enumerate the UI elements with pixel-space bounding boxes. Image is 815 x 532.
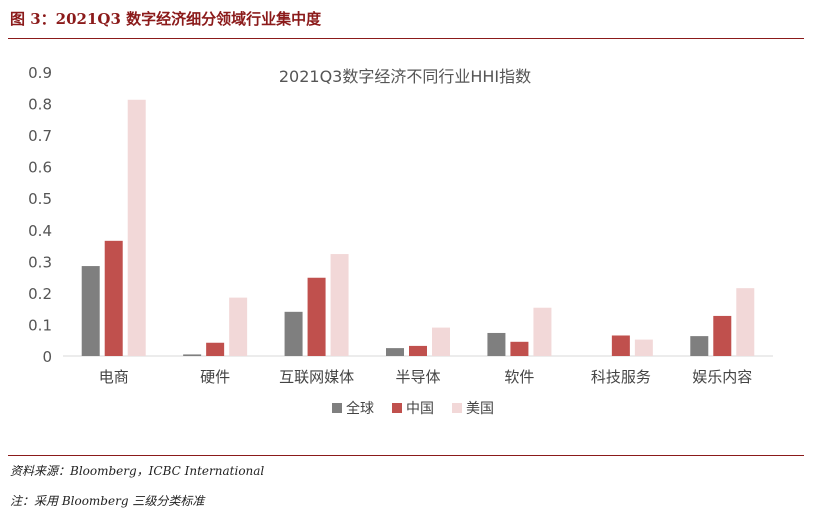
y-tick-label: 0.1	[28, 316, 52, 334]
bar-chart: 2021Q3数字经济不同行业HHI指数 00.10.20.30.40.50.60…	[28, 64, 773, 417]
legend-swatch-美国	[452, 403, 462, 413]
bar-中国-硬件	[206, 342, 225, 356]
note-text: 注：采用 Bloomberg 三级分类标准	[10, 494, 205, 508]
y-tick-label: 0.6	[28, 159, 52, 177]
bar-中国-娱乐内容	[713, 315, 732, 356]
legend-swatch-全球	[332, 403, 342, 413]
chart-title: 2021Q3数字经济不同行业HHI指数	[279, 67, 531, 86]
bar-全球-互联网媒体	[284, 311, 303, 356]
x-tick-label: 硬件	[200, 368, 230, 386]
bottom-divider	[8, 455, 804, 456]
bar-全球-软件	[487, 332, 506, 356]
legend-label: 全球	[346, 400, 374, 417]
bar-中国-半导体	[409, 345, 427, 356]
figure-title: 图 3：2021Q3 数字经济细分领域行业集中度	[10, 10, 322, 28]
y-tick-label: 0.2	[28, 285, 52, 303]
legend-label: 中国	[406, 401, 434, 417]
y-tick-label: 0.4	[28, 222, 52, 240]
x-tick-label: 半导体	[395, 368, 440, 386]
top-divider	[8, 38, 804, 39]
y-tick-label: 0.3	[28, 253, 52, 271]
bar-中国-科技服务	[611, 335, 630, 356]
bar-美国-硬件	[229, 297, 248, 356]
legend-label: 美国	[466, 401, 494, 417]
bar-全球-电商	[81, 266, 100, 356]
y-tick-label: 0.5	[28, 190, 52, 208]
bar-美国-互联网媒体	[330, 254, 349, 356]
bar-全球-娱乐内容	[690, 336, 709, 356]
legend: 全球 中国 美国	[332, 400, 494, 417]
x-tick-label: 科技服务	[591, 368, 651, 386]
x-axis-labels: 电商 硬件 互联网媒体 半导体 软件 科技服务 娱乐内容	[99, 368, 753, 386]
bar-全球-硬件	[183, 354, 202, 356]
bar-美国-半导体	[432, 327, 450, 356]
source-text: 资料来源：Bloomberg，ICBC International	[10, 464, 265, 478]
x-tick-label: 互联网媒体	[279, 368, 354, 386]
y-tick-label: 0.8	[28, 96, 52, 114]
bar-美国-软件	[533, 307, 552, 356]
x-tick-label: 电商	[99, 368, 129, 386]
y-tick-label: 0.9	[28, 64, 52, 82]
y-axis: 0 0.1 0.2 0.3 0.4 0.5 0.6 0.7 0.8 0.9	[28, 64, 52, 366]
bar-美国-电商	[127, 99, 146, 356]
x-tick-label: 娱乐内容	[692, 368, 752, 386]
y-tick-label: 0	[42, 348, 52, 366]
bars	[81, 99, 755, 356]
bar-美国-娱乐内容	[736, 288, 755, 356]
legend-swatch-中国	[392, 403, 402, 413]
bar-美国-科技服务	[634, 339, 653, 356]
bar-中国-电商	[104, 240, 123, 356]
y-tick-label: 0.7	[28, 127, 52, 145]
x-tick-label: 软件	[504, 368, 534, 386]
bar-中国-互联网媒体	[307, 277, 326, 356]
bar-全球-半导体	[386, 348, 404, 356]
bar-中国-软件	[510, 341, 529, 356]
